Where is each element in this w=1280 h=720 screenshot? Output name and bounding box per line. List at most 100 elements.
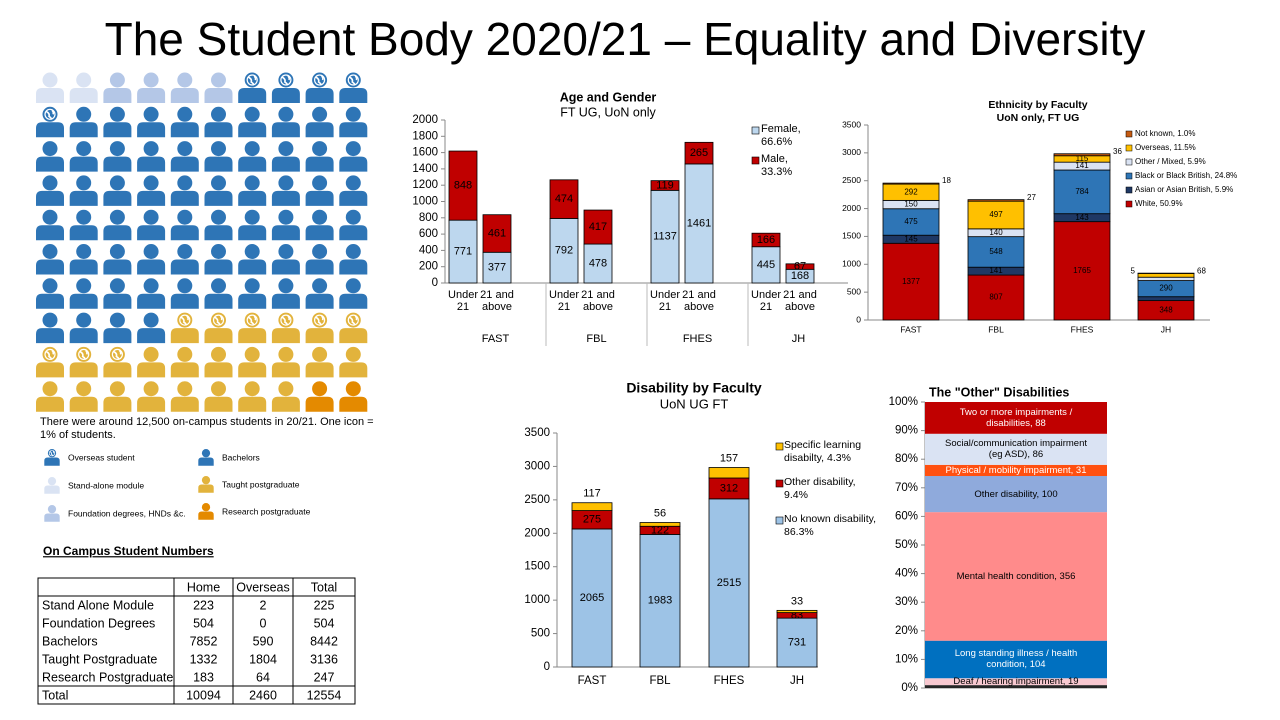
person-icon	[204, 72, 233, 103]
person-icon	[103, 72, 132, 103]
icon-head	[211, 278, 226, 294]
icon-head	[244, 106, 260, 122]
x-tick-label: Under 21	[549, 289, 579, 313]
person-icon	[103, 381, 132, 412]
icon-globe	[48, 450, 56, 457]
bar-segment	[1053, 169, 1111, 215]
value-label: 312	[720, 482, 738, 494]
bar-segment	[785, 263, 815, 270]
segment-label-box: Physical / mobility impairment, 31	[945, 464, 1087, 476]
person-icon	[204, 278, 233, 309]
icon-globe-land	[281, 315, 291, 326]
value-label: 2515	[717, 577, 741, 589]
x-tick-label-box: 21 and above	[682, 289, 716, 313]
value-label: 548	[989, 247, 1003, 256]
icon-body	[36, 156, 64, 172]
value-label: 275	[583, 514, 601, 526]
segment-label: Physical / mobility impairment, 31	[945, 464, 1087, 476]
person-icon	[170, 175, 199, 206]
icon-head	[109, 278, 125, 294]
icon-head	[109, 106, 125, 122]
person-icon	[271, 141, 300, 172]
value-label: 68	[1197, 267, 1206, 276]
value-label: 377	[488, 262, 506, 274]
bar-segment	[583, 209, 613, 245]
icon-body	[339, 362, 368, 378]
person-icon	[36, 312, 64, 344]
value-label: 792	[555, 245, 573, 257]
x-tick-label: Under 21	[751, 289, 781, 313]
value-label: 348	[1159, 305, 1173, 314]
person-icon	[36, 209, 64, 241]
icon-body	[36, 328, 64, 344]
icon-head	[278, 278, 294, 294]
legend-label: Not known, 1.0%	[1135, 129, 1195, 138]
y-tick-label: 1200	[412, 179, 438, 191]
y-tick-label: 0%	[901, 682, 918, 694]
icon-body	[339, 156, 368, 172]
person-icon	[339, 175, 368, 206]
icon-head	[143, 72, 159, 88]
segment-label: Deaf / hearing impairment, 19	[953, 676, 1079, 688]
value-label: 1983	[648, 595, 672, 607]
y-tick-label: 1000	[842, 259, 861, 269]
bar-segment	[482, 214, 512, 253]
icon-head	[109, 175, 125, 191]
icon-body	[137, 225, 166, 241]
person-icon	[238, 175, 267, 206]
person-icon	[339, 312, 368, 344]
icon-legend-label: Taught postgraduate	[222, 479, 300, 489]
person-icon	[170, 278, 199, 309]
person-icon	[339, 72, 368, 103]
person-icon	[238, 209, 267, 241]
person-icon	[238, 312, 267, 344]
y-tick-label: 200	[419, 261, 438, 273]
icon-head	[278, 175, 294, 191]
legend-label: Asian or Asian British, 5.9%	[1135, 185, 1233, 194]
icon-body	[137, 156, 166, 172]
value-label: 1461	[687, 217, 711, 229]
person-icon	[305, 72, 334, 103]
group-label: FBL	[586, 333, 606, 345]
value-label: 140	[989, 228, 1003, 237]
x-tick-label: FBL	[649, 675, 671, 687]
icon-head	[143, 209, 159, 225]
icon-head	[278, 141, 294, 157]
icon-body	[36, 225, 64, 241]
x-tick-label: Under 21	[650, 289, 680, 313]
value-label: 141	[989, 266, 1003, 275]
icon-globe	[314, 74, 326, 86]
legend-label: Specific learning disabilty, 4.3%	[784, 439, 862, 464]
value-label: 417	[589, 221, 607, 233]
icon-body	[44, 485, 60, 494]
person-icon	[339, 278, 368, 309]
table-row-label: Total	[42, 688, 68, 702]
x-tick-label-box: 21 and above	[581, 289, 615, 313]
value-label: 168	[791, 270, 809, 282]
icon-body	[69, 156, 98, 172]
icon-body	[204, 328, 233, 344]
person-icon	[103, 141, 132, 172]
bar-segment	[967, 200, 1025, 230]
person-icon	[69, 175, 98, 206]
y-tick-label: 1600	[412, 147, 438, 159]
icon-head	[312, 209, 328, 225]
group-label: FHES	[683, 333, 712, 345]
x-tick-label: 21 and above	[783, 289, 817, 313]
legend-swatch	[1125, 200, 1133, 208]
person-icon	[271, 312, 300, 344]
icon-globe	[246, 314, 258, 326]
icon-head	[143, 312, 159, 328]
legend-swatch	[751, 126, 760, 135]
icon-head	[201, 503, 211, 512]
person-icon	[36, 106, 64, 138]
icon-head	[312, 141, 328, 157]
table-cell: 247	[314, 670, 335, 684]
icon-body	[103, 328, 132, 344]
person-icon	[305, 141, 334, 172]
bar-segment	[925, 433, 1107, 465]
person-icon	[103, 106, 132, 138]
y-tick-label: 30%	[895, 596, 918, 608]
icon-body	[339, 190, 368, 206]
